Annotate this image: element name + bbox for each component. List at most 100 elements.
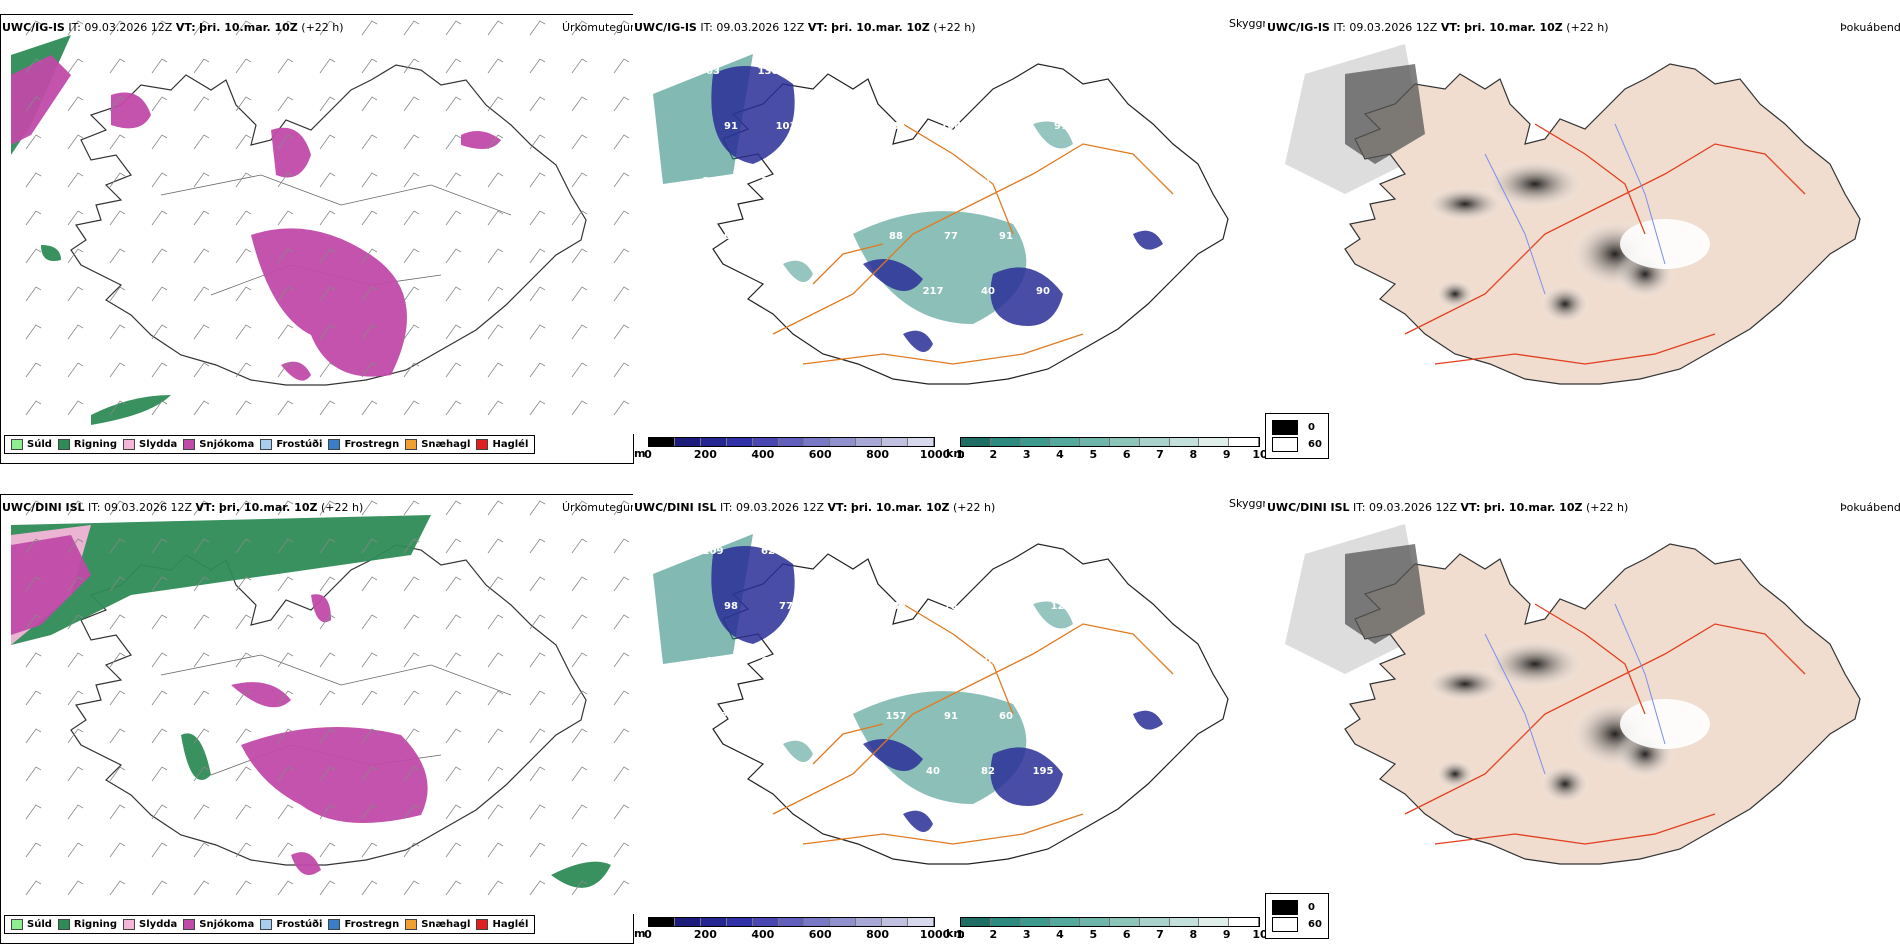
model-name: UWC/IG-IS (634, 21, 697, 34)
cloudbase-label: 869 (1088, 176, 1109, 187)
cloudbase-label: 97 (816, 766, 830, 777)
precip-legend-bottom: Súld Rigning Slydda Snjókoma Frostúði Frostre… (4, 915, 536, 934)
fog-title-top: Þokuábendi (1840, 21, 1900, 34)
legend-swatch (123, 439, 136, 450)
legend-swatch (260, 439, 273, 450)
legend-item-3: Snjókoma (183, 439, 254, 450)
cloudbase-label: 98 (1091, 286, 1105, 297)
fog-panel-bottom (1265, 494, 1900, 914)
lead-time: (+22 h) (1566, 21, 1609, 34)
cloudbase-label: 55 (724, 341, 738, 352)
cloudbase-label: 52 (1109, 231, 1123, 242)
precip-header-top: UWC/IG-IS IT: 09.03.2026 12Z VT: þri. 10… (2, 21, 344, 34)
it-label: IT: (88, 501, 101, 514)
it-value: 09.03.2026 12Z (1369, 501, 1458, 514)
legend-label: Rigning (73, 439, 118, 450)
legend-swatch (328, 439, 341, 450)
vt-value: þri. 10.mar. 10Z (831, 21, 930, 34)
cloudbase-label: 107 (1033, 656, 1054, 667)
cloudbase-label: 104 (941, 121, 962, 132)
it-value: 09.03.2026 12Z (84, 21, 173, 34)
cloudbase-label: 88 (889, 231, 903, 242)
cloudbase-label: 76 (816, 286, 830, 297)
legend-label: Snjókoma (199, 919, 255, 930)
cloudbase-label: 53 (1054, 231, 1068, 242)
vt-label: VT: (827, 501, 848, 514)
legend-item-7: Haglél (476, 439, 528, 450)
cloudbase-label: 68 (1036, 546, 1050, 557)
legend-swatch (260, 919, 273, 930)
cloudbase-label: 90 (1036, 286, 1050, 297)
cloudbase-label: 82 (981, 766, 995, 777)
it-value: 09.03.2026 12Z (736, 501, 825, 514)
cloudbase-label: 157 (886, 711, 907, 722)
cloudbase-label: 58 (779, 341, 793, 352)
cloudbase-label: 93 (724, 821, 738, 832)
legend-swatch (328, 919, 341, 930)
cloudbase-label: 121 (996, 601, 1017, 612)
precip-panel-bottom (0, 494, 634, 944)
cloudbase-map-top: 63 130 150 25 139 40 450 119 91 103 119 101 104 70 97 8… (653, 54, 1229, 385)
fog-header-top: UWC/IG-IS IT: 09.03.2026 12Z VT: þri. 10… (1267, 21, 1609, 34)
model-name: UWC/IG-IS (2, 21, 65, 34)
cloudbase-label: 74 (1091, 546, 1105, 557)
lead-time: (+22 h) (933, 21, 976, 34)
legend-label: Rigning (73, 919, 118, 930)
legend-swatch (476, 919, 489, 930)
it-label: IT: (1333, 21, 1346, 34)
cloudbase-label: 150 (813, 66, 834, 77)
cloudbase-label: 68 (1109, 601, 1123, 612)
visibility-title-top: Skyggni (1229, 17, 1273, 30)
legend-swatch (11, 439, 23, 450)
lead-time: (+22 h) (952, 501, 996, 514)
colorbar-unit: m (634, 927, 646, 940)
cloudbase-label: 73 (944, 601, 958, 612)
legend-label: Slydda (139, 439, 178, 450)
lead-time: (+22 h) (1585, 501, 1629, 514)
cloudbase-label: 52 (834, 341, 848, 352)
legend-item-3: Snjókoma (183, 919, 254, 930)
cloudbase-panel-top: 63 130 150 25 139 40 450 119 91 103 119 101 104 70 97 8… (633, 14, 1233, 434)
colorbar-tick: 5 (1089, 448, 1098, 461)
cloudbase-label: 217 (923, 286, 944, 297)
legend-label: Frostúði (276, 439, 323, 450)
cloudbase-label: 101 (886, 121, 907, 132)
cloudbase-label: 109 (703, 546, 724, 557)
cloud-header-top: UWC/IG-IS IT: 09.03.2026 12Z VT: þri. 10… (634, 21, 976, 34)
cloudbase-label: 156 (813, 546, 834, 557)
legend-label: Súld (27, 919, 52, 930)
fog-value-high: 60 (1308, 439, 1322, 450)
fog-panel-top (1265, 14, 1900, 434)
cloudbase-label: 215 (831, 711, 852, 722)
cloudbase-label: 91 (724, 121, 738, 132)
legend-item-4: Frostúði (260, 919, 322, 930)
legend-swatch (123, 919, 136, 930)
colorbar-tick: 4 (1056, 928, 1064, 941)
legend-swatch (183, 919, 196, 930)
cloudbase-label: 91 (944, 711, 958, 722)
precip-panel-top (0, 14, 634, 464)
precip-title-top: Úrkomutegund (562, 21, 644, 34)
cloudbase-label: 108 (831, 601, 852, 612)
cloudbase-panel-bottom: 109 62 156 111 143 73 68 74 98 77 108 133 73 121 123 68… (633, 494, 1233, 914)
fog-title-bottom: Þokuábendi (1840, 501, 1900, 514)
cloudbase-label: 63 (706, 66, 720, 77)
cloudbase-colorbar-bottom: m 0 200 400 600 800 1000 (634, 917, 950, 941)
cloudbase-label: 101 (978, 656, 999, 667)
cloudbase-label: 184 (831, 231, 852, 242)
legend-item-6: Snæhagl (405, 919, 470, 930)
colorbar-tick: 400 (751, 448, 775, 461)
cloudbase-label: 123 (1051, 601, 1072, 612)
colorbar-tick: 5 (1089, 928, 1098, 941)
fog-legend-top: 0 60 (1265, 413, 1329, 459)
cloudbase-label: 143 (776, 711, 797, 722)
colorbar-tick: 10 (1252, 448, 1268, 461)
lead-time: (+22 h) (301, 21, 344, 34)
it-value: 09.03.2026 12Z (104, 501, 193, 514)
cloudbase-label: 130 (758, 66, 779, 77)
precip-title-bottom: Úrkomutegund (562, 501, 644, 514)
cloudbase-label: 62 (761, 546, 775, 557)
colorbar-tick: 0 (644, 928, 652, 941)
it-label: IT: (68, 21, 81, 34)
cloudbase-label: 80 (1109, 121, 1123, 132)
